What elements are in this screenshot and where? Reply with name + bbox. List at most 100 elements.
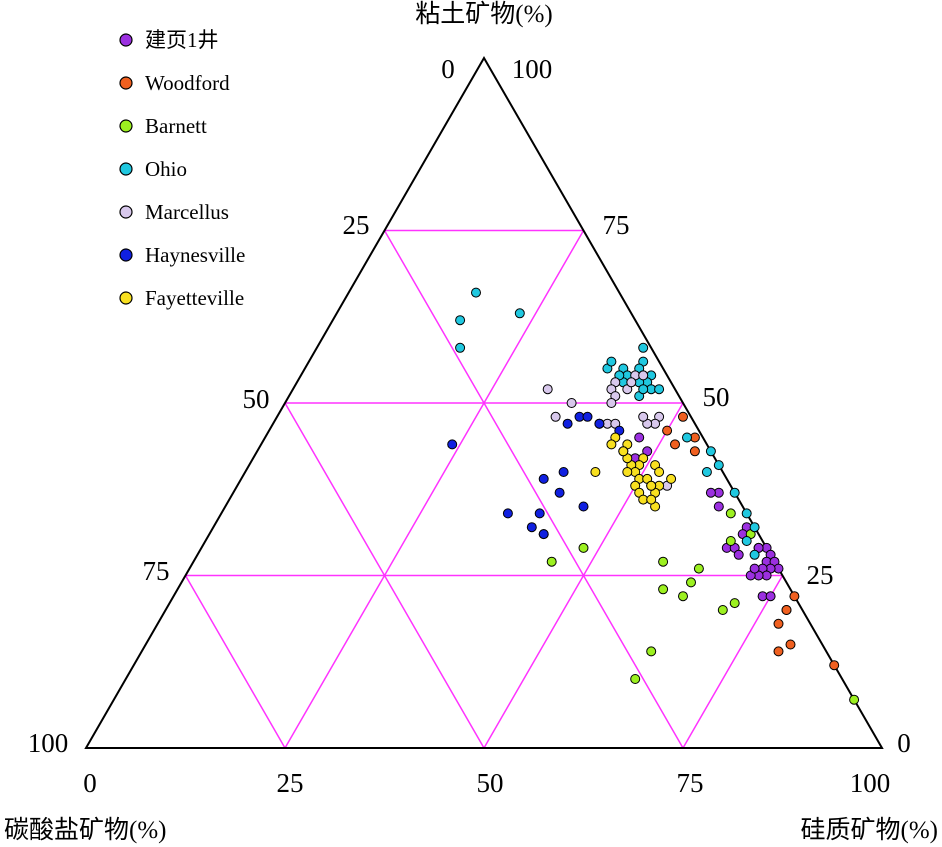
legend-marker-0 — [119, 33, 133, 47]
point-0-22 — [765, 591, 776, 602]
point-5-5 — [447, 439, 458, 450]
legend-label-2: Barnett — [145, 114, 207, 138]
point-6-24 — [590, 467, 601, 477]
point-6-17 — [666, 473, 677, 484]
point-1-0 — [678, 411, 688, 422]
legend: 建页1井 Woodford Barnett Ohio Marcellus Haynesvi… — [119, 28, 245, 310]
legend-marker-1 — [119, 76, 133, 90]
series-2 — [546, 508, 860, 705]
point-3-8 — [654, 384, 665, 395]
point-2-8 — [630, 674, 641, 684]
point-0-2 — [705, 487, 716, 498]
point-5-4 — [562, 418, 573, 429]
point-4-18 — [550, 411, 561, 422]
point-3-29 — [749, 549, 760, 560]
point-2-6 — [678, 591, 688, 602]
point-5-10 — [578, 501, 589, 512]
point-1-5 — [789, 591, 800, 602]
legend-label-5: Haynesville — [145, 243, 245, 267]
point-3-25 — [729, 487, 740, 498]
tick-right-75: 75 — [603, 210, 630, 240]
legend-label-3: Ohio — [145, 157, 187, 181]
point-2-11 — [546, 556, 557, 567]
grid-lines — [184, 229, 784, 749]
top-axis-title: 粘土矿物(%) — [415, 0, 552, 28]
point-2-9 — [849, 694, 860, 705]
point-2-12 — [578, 542, 589, 553]
tick-bottom-100: 100 — [850, 768, 891, 798]
legend-marker-6 — [119, 291, 133, 305]
series-6 — [590, 432, 677, 512]
series-5 — [447, 411, 625, 540]
tick-top-0: 0 — [441, 54, 455, 84]
point-5-14 — [558, 467, 569, 477]
point-3-21 — [682, 432, 692, 443]
left-axis-title: 碳酸盐矿物(%) — [4, 816, 166, 844]
series-1 — [662, 411, 840, 671]
point-1-9 — [829, 660, 840, 671]
point-2-2 — [725, 536, 736, 546]
grid-carbonate-75 — [184, 575, 286, 749]
point-0-3 — [713, 501, 724, 512]
grid-silica-75 — [682, 575, 784, 749]
point-3-0 — [638, 342, 649, 353]
grid-silica-50 — [483, 402, 684, 749]
legend-marker-2 — [119, 119, 133, 133]
point-3-16 — [606, 356, 617, 367]
tick-left-100: 100 — [28, 728, 69, 758]
point-3-18 — [471, 287, 481, 298]
legend-marker-4 — [119, 205, 133, 219]
point-2-14 — [729, 598, 740, 609]
legend-label-4: Marcellus — [145, 200, 229, 224]
triangle-frame — [84, 55, 884, 749]
point-3-15 — [638, 384, 649, 395]
tick-bottom-75: 75 — [677, 768, 704, 798]
legend-label-0: 建页1井 — [145, 28, 219, 52]
tick-right-25: 25 — [807, 560, 834, 590]
grid-silica-25 — [284, 230, 585, 749]
data-points — [447, 287, 860, 705]
point-4-9 — [626, 377, 637, 388]
point-3-17 — [514, 308, 525, 319]
right-axis-title: 硅质矿物(%) — [801, 816, 938, 844]
tick-left-25: 25 — [343, 210, 370, 240]
point-4-16 — [638, 411, 649, 422]
point-0-17 — [749, 563, 760, 574]
tick-left-50: 50 — [243, 384, 270, 414]
point-0-24 — [634, 432, 645, 443]
point-1-8 — [785, 639, 796, 650]
point-5-8 — [502, 508, 513, 519]
point-2-7 — [646, 646, 657, 657]
tick-bottom-50: 50 — [477, 768, 504, 798]
point-1-7 — [773, 618, 784, 629]
point-3-26 — [741, 508, 752, 519]
point-5-1 — [594, 418, 605, 429]
point-5-7 — [554, 487, 565, 498]
grid-carbonate-50 — [284, 402, 485, 749]
legend-marker-3 — [119, 162, 133, 176]
point-5-13 — [526, 522, 537, 533]
point-1-6 — [781, 605, 792, 615]
point-4-8 — [638, 370, 649, 381]
tick-right-50: 50 — [703, 382, 730, 412]
point-2-10 — [658, 556, 669, 567]
point-4-3 — [566, 398, 577, 408]
point-3-19 — [455, 315, 466, 326]
point-3-23 — [713, 460, 724, 471]
point-3-28 — [749, 522, 760, 533]
point-2-4 — [686, 577, 696, 588]
tick-right-0: 0 — [897, 728, 911, 758]
point-2-0 — [725, 508, 736, 519]
point-3-24 — [701, 467, 712, 477]
point-1-3 — [662, 425, 673, 436]
point-3-27 — [741, 536, 752, 546]
point-5-12 — [538, 529, 549, 540]
tick-bottom-0: 0 — [83, 768, 97, 798]
tick-top-100: 100 — [512, 54, 553, 84]
legend-marker-5 — [119, 248, 133, 262]
point-3-20 — [455, 342, 466, 353]
point-3-22 — [705, 446, 716, 457]
point-6-20 — [646, 494, 657, 505]
point-2-3 — [693, 563, 704, 574]
